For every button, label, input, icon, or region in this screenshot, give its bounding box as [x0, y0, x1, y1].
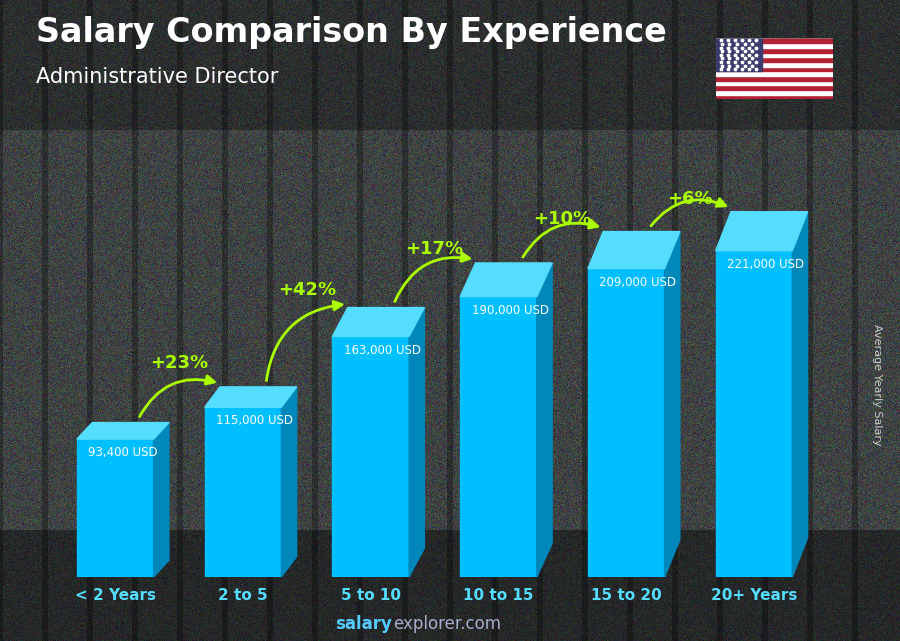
Bar — [716, 90, 832, 95]
Polygon shape — [536, 263, 552, 577]
Polygon shape — [588, 231, 680, 269]
Polygon shape — [664, 231, 680, 577]
Bar — [460, 297, 536, 577]
Text: +42%: +42% — [278, 281, 336, 299]
Bar — [716, 95, 832, 99]
Bar — [716, 67, 832, 71]
Text: Salary Comparison By Experience: Salary Comparison By Experience — [36, 16, 667, 49]
Text: explorer.com: explorer.com — [393, 615, 501, 633]
Bar — [76, 439, 154, 577]
Polygon shape — [154, 422, 169, 577]
Polygon shape — [204, 387, 297, 407]
Text: 221,000 USD: 221,000 USD — [727, 258, 805, 271]
Polygon shape — [792, 212, 807, 577]
Bar — [716, 53, 832, 57]
Bar — [332, 337, 410, 577]
Text: +6%: +6% — [667, 190, 713, 208]
Bar — [716, 57, 832, 62]
Polygon shape — [282, 387, 297, 577]
Bar — [716, 43, 832, 48]
Text: salary: salary — [335, 615, 392, 633]
Text: +10%: +10% — [534, 210, 591, 228]
Text: 209,000 USD: 209,000 USD — [599, 276, 677, 288]
Polygon shape — [76, 422, 169, 439]
Text: 93,400 USD: 93,400 USD — [88, 446, 158, 459]
Bar — [716, 85, 832, 90]
Text: Average Yearly Salary: Average Yearly Salary — [872, 324, 883, 445]
Text: 163,000 USD: 163,000 USD — [344, 344, 421, 356]
Text: 190,000 USD: 190,000 USD — [472, 304, 549, 317]
Bar — [588, 269, 664, 577]
Bar — [204, 407, 282, 577]
Bar — [716, 71, 832, 76]
Bar — [716, 81, 832, 85]
Polygon shape — [460, 263, 552, 297]
Polygon shape — [716, 212, 807, 251]
Bar — [716, 38, 762, 71]
Bar — [716, 48, 832, 53]
Bar — [716, 38, 832, 43]
Polygon shape — [332, 308, 425, 337]
Text: 115,000 USD: 115,000 USD — [216, 414, 293, 428]
Bar — [716, 251, 792, 577]
Text: Administrative Director: Administrative Director — [36, 67, 278, 87]
Bar — [716, 76, 832, 81]
Text: +17%: +17% — [406, 240, 464, 258]
Bar — [716, 62, 832, 67]
Text: +23%: +23% — [150, 354, 208, 372]
Polygon shape — [410, 308, 425, 577]
